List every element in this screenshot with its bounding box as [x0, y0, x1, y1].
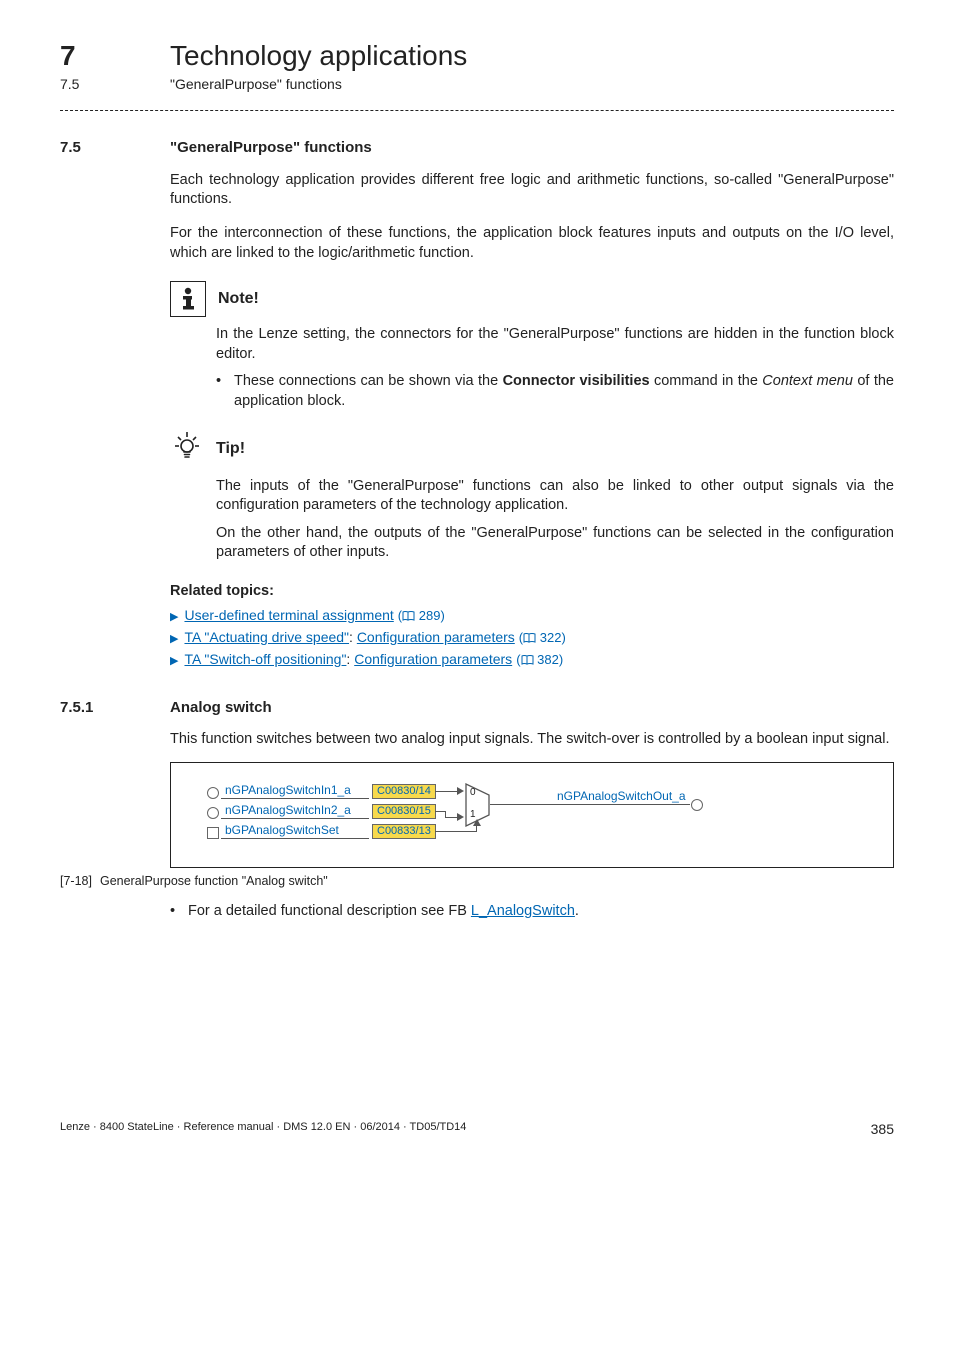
note-bullet-text: These connections can be shown via the C… — [234, 372, 894, 411]
port-in1 — [207, 787, 219, 799]
code-box: C00833/13 — [372, 824, 436, 839]
wire — [435, 791, 459, 792]
related-link[interactable]: User-defined terminal assignment — [184, 607, 393, 623]
lightbulb-icon — [170, 430, 204, 469]
triangle-icon: ▶ — [170, 632, 178, 645]
bullet-text: For a detailed functional description se… — [188, 902, 579, 922]
section-title: Analog switch — [170, 699, 272, 716]
wire — [435, 831, 477, 832]
fb-link[interactable]: L_AnalogSwitch — [471, 903, 575, 919]
code-box: C00830/15 — [372, 804, 436, 819]
note-callout: Note! In the Lenze setting, the connecto… — [170, 281, 894, 411]
page-ref: ( 322) — [519, 630, 566, 645]
related-item: ▶ User-defined terminal assignment ( 289… — [170, 607, 894, 623]
wire — [435, 811, 445, 812]
arrow-icon — [473, 819, 481, 826]
info-icon — [170, 281, 206, 317]
section-title: "GeneralPurpose" functions — [170, 139, 372, 156]
triangle-icon: ▶ — [170, 610, 178, 623]
port-out — [691, 799, 703, 811]
signal-label: bGPAnalogSwitchSet — [225, 823, 339, 837]
divider — [60, 110, 894, 111]
triangle-icon: ▶ — [170, 654, 178, 667]
figure-caption: [7-18]GeneralPurpose function "Analog sw… — [60, 874, 894, 888]
paragraph: For the interconnection of these functio… — [170, 224, 894, 263]
paragraph: Each technology application provides dif… — [170, 171, 894, 210]
footer-left: Lenze · 8400 StateLine · Reference manua… — [60, 1121, 466, 1133]
mux-label-0: 0 — [470, 787, 476, 798]
related-link[interactable]: Configuration parameters — [354, 651, 512, 667]
tip-title: Tip! — [216, 440, 245, 458]
paragraph: This function switches between two analo… — [170, 730, 894, 750]
wire — [490, 804, 690, 805]
note-body: In the Lenze setting, the connectors for… — [216, 325, 894, 364]
code-box: C00830/14 — [372, 784, 436, 799]
tip-body: The inputs of the "GeneralPurpose" funct… — [216, 477, 894, 516]
page-ref: ( 382) — [516, 652, 563, 667]
chapter-number: 7 — [60, 40, 170, 72]
wire — [476, 825, 477, 832]
analog-switch-diagram: nGPAnalogSwitchIn1_a nGPAnalogSwitchIn2_… — [207, 783, 857, 847]
related-link[interactable]: TA "Switch-off positioning" — [184, 651, 346, 667]
related-link[interactable]: Configuration parameters — [357, 629, 515, 645]
footer-page-number: 385 — [871, 1121, 894, 1137]
section-number: 7.5 — [60, 139, 170, 156]
arrow-icon — [457, 787, 464, 795]
arrow-icon — [457, 813, 464, 821]
section-number: 7.5.1 — [60, 699, 170, 716]
underline — [221, 838, 369, 839]
bullet: • — [216, 372, 234, 411]
note-title: Note! — [218, 290, 259, 308]
related-item: ▶ TA "Switch-off positioning": Configura… — [170, 651, 894, 667]
related-title: Related topics: — [170, 583, 894, 599]
related-link[interactable]: TA "Actuating drive speed" — [184, 629, 349, 645]
port-set — [207, 827, 219, 839]
signal-label: nGPAnalogSwitchIn1_a — [225, 783, 351, 797]
tip-callout: Tip! The inputs of the "GeneralPurpose" … — [170, 430, 894, 563]
port-in2 — [207, 807, 219, 819]
subsection-title: "GeneralPurpose" functions — [170, 76, 342, 92]
chapter-title: Technology applications — [170, 40, 467, 72]
bullet: • — [170, 902, 188, 922]
tip-body: On the other hand, the outputs of the "G… — [216, 524, 894, 563]
underline — [221, 818, 369, 819]
signal-label: nGPAnalogSwitchIn2_a — [225, 803, 351, 817]
diagram-box: nGPAnalogSwitchIn1_a nGPAnalogSwitchIn2_… — [170, 762, 894, 868]
related-item: ▶ TA "Actuating drive speed": Configurat… — [170, 629, 894, 645]
signal-label: nGPAnalogSwitchOut_a — [557, 789, 686, 803]
subsection-number: 7.5 — [60, 76, 170, 92]
page-ref: ( 289) — [398, 608, 445, 623]
related-topics: Related topics: ▶ User-defined terminal … — [170, 583, 894, 667]
underline — [221, 798, 369, 799]
